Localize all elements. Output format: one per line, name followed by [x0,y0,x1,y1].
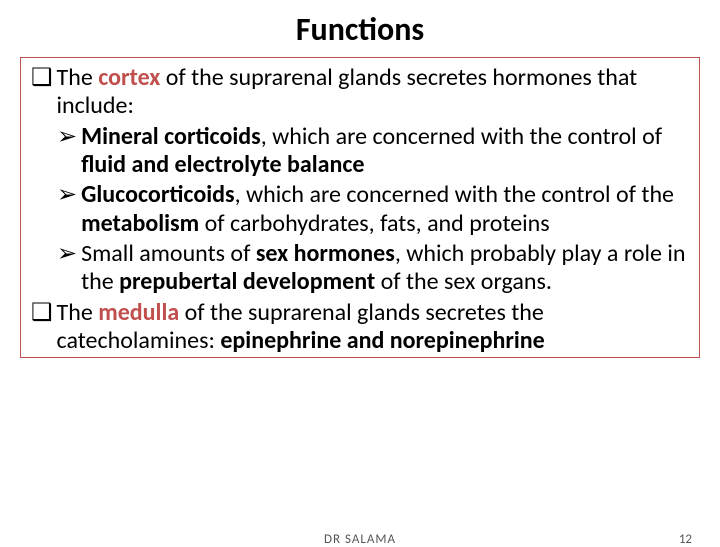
chevron-icon: ➢ [57,123,77,151]
chevron-icon: ➢ [57,240,77,268]
chevron-icon: ➢ [57,181,77,209]
square-bullet-icon: ❑ [31,64,53,92]
sub-mineral: ➢ Mineral corticoids, which are concerne… [31,123,689,180]
s2-post: of carbohydrates, fats, and proteins [199,209,550,238]
p2-pre: The [57,298,99,327]
s1-bold2: fluid and electrolyte balance [81,150,364,179]
paragraph-cortex: ❑ The cortex of the suprarenal glands se… [31,64,689,121]
s2-lead: Glucocorticoids [81,180,234,209]
s1-lead: Mineral corticoids [81,122,261,151]
content-box: ❑ The cortex of the suprarenal glands se… [20,57,700,358]
s3-bold1: sex hormones [256,239,395,268]
paragraph-cortex-text: The cortex of the suprarenal glands secr… [57,64,689,121]
sub-gluco: ➢ Glucocorticoids, which are concerned w… [31,181,689,238]
s1-mid: , which are concerned with the control o… [261,122,662,151]
sub-gluco-text: Glucocorticoids, which are concerned wit… [81,181,689,238]
cortex-word: cortex [98,63,160,92]
paragraph-medulla-text: The medulla of the suprarenal glands sec… [57,299,689,356]
medulla-word: medulla [98,298,179,327]
s2-bold2: metabolism [81,209,199,238]
paragraph-medulla: ❑ The medulla of the suprarenal glands s… [31,299,689,356]
sub-sex: ➢ Small amounts of sex hormones, which p… [31,240,689,297]
s2-mid: , which are concerned with the control o… [235,180,674,209]
sub-mineral-text: Mineral corticoids, which are concerned … [81,123,689,180]
s3-post: of the sex organs. [375,267,552,296]
s3-bold2: prepubertal development [119,267,375,296]
s3-pre: Small amounts of [81,239,256,268]
p2-bold: epinephrine and norepinephrine [220,326,544,355]
p1-pre: The [57,63,99,92]
sub-sex-text: Small amounts of sex hormones, which pro… [81,240,689,297]
square-bullet-icon: ❑ [31,299,53,327]
slide-title: Functions [20,10,700,49]
slide: Functions ❑ The cortex of the suprarenal… [0,0,720,540]
